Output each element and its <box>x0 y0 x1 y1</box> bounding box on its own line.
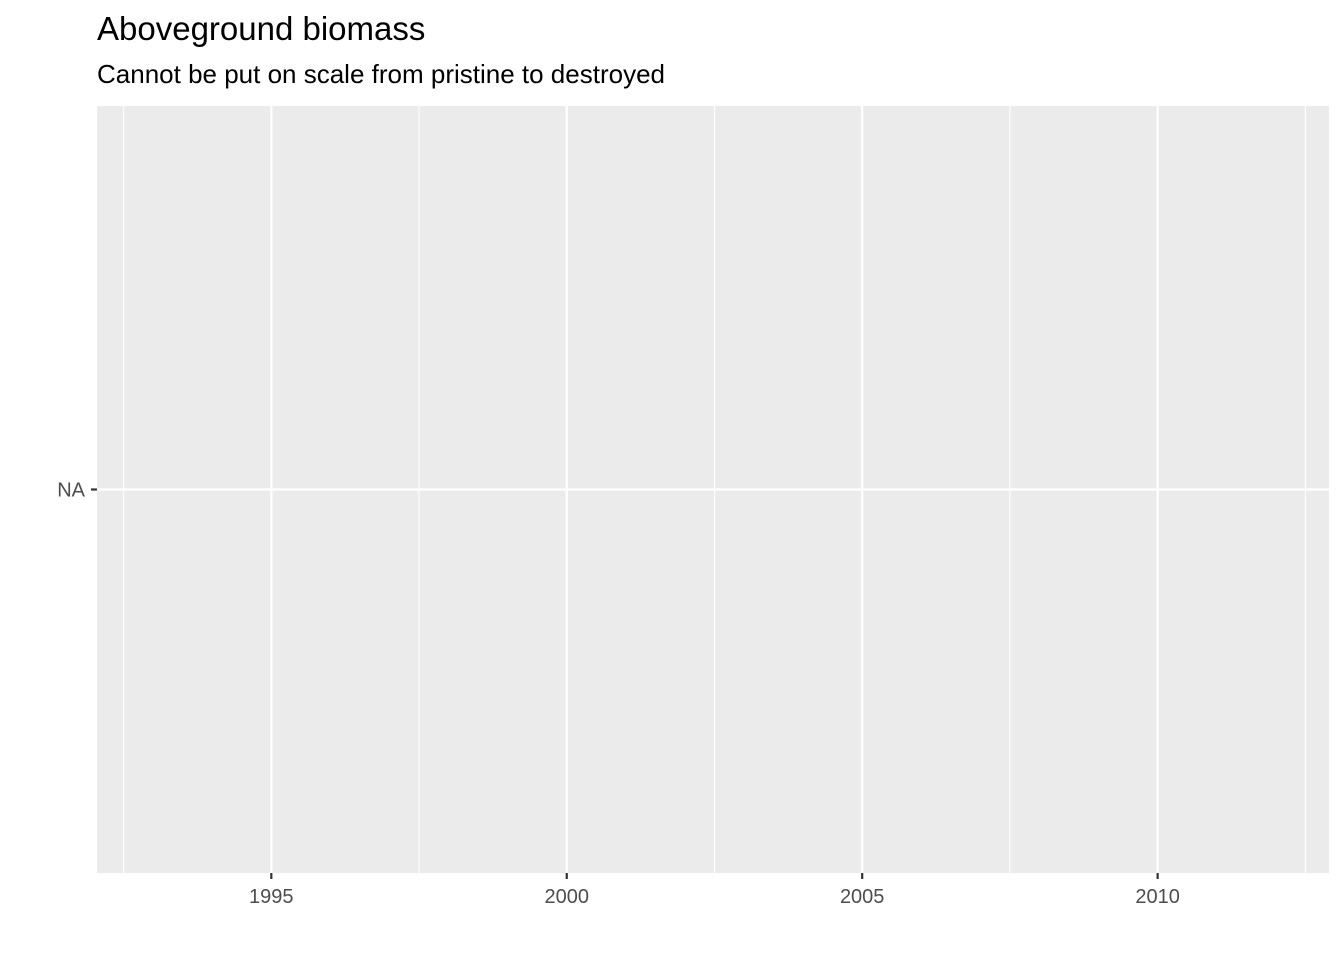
chart-title: Aboveground biomass <box>97 10 426 47</box>
x-axis: 1995 2000 2005 2010 <box>249 873 1180 908</box>
x-tick-label: 2010 <box>1135 886 1180 908</box>
chart-subtitle: Cannot be put on scale from pristine to … <box>97 59 665 89</box>
x-tick-label: 2000 <box>545 886 590 908</box>
major-gridlines <box>97 106 1329 873</box>
y-tick-label: NA <box>57 480 85 502</box>
x-tick-label: 2005 <box>840 886 885 908</box>
x-tick-label: 1995 <box>249 886 294 908</box>
y-axis: NA <box>57 480 97 502</box>
